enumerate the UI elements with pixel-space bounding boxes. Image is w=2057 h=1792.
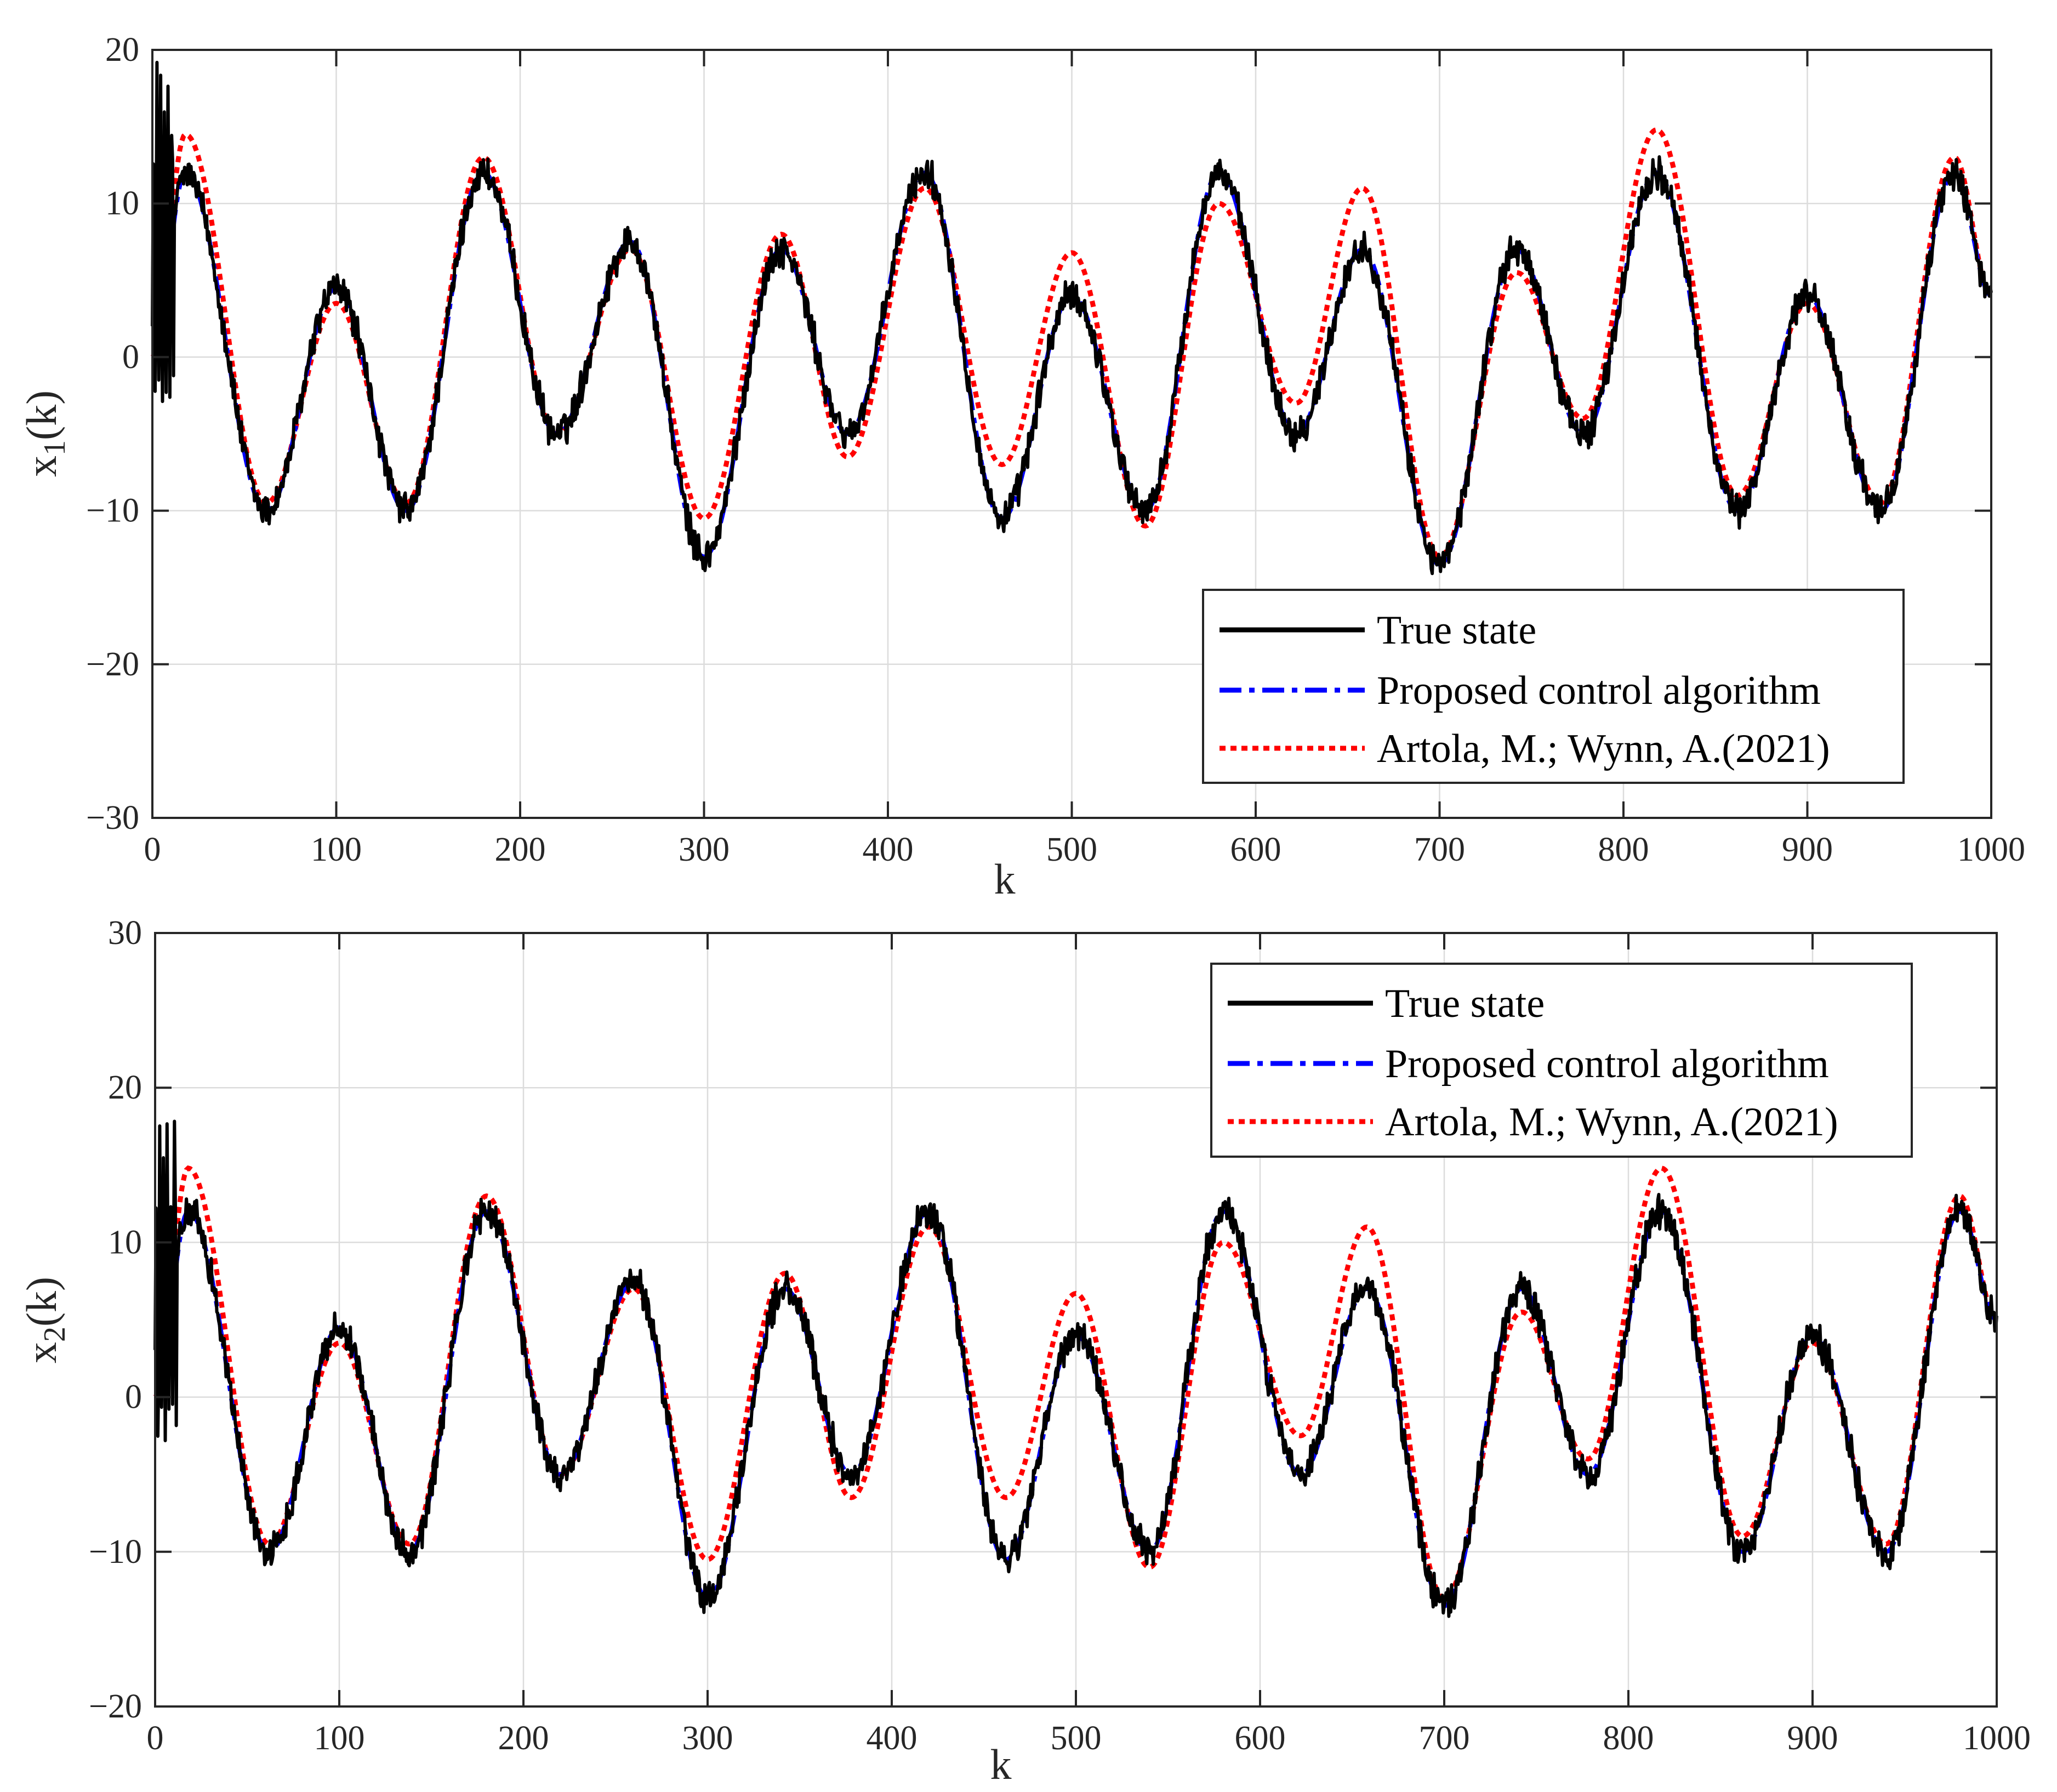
x-tick-label: 0 xyxy=(147,1720,164,1757)
x-tick-label: 700 xyxy=(1419,1720,1470,1757)
y-tick-label: 20 xyxy=(105,31,139,69)
chart-x2: 0 100 200 300 400 500 600 700 800 900 1000 −20 −10 0 1… xyxy=(18,914,2031,1788)
y-axis-label: x2(k) xyxy=(18,1277,72,1363)
ticks: 0 100 200 300 400 500 600 700 800 900 1000−30−20−1… xyxy=(86,31,2025,868)
x-tick-label: 600 xyxy=(1235,1720,1286,1757)
x-tick-label: 100 xyxy=(311,831,362,868)
x-axis-label: k xyxy=(990,1740,1012,1788)
ticks: 0 100 200 300 400 500 600 700 800 900 1000 −20 −10 0 1… xyxy=(89,914,2031,1757)
series-true-state xyxy=(153,1119,1998,1618)
x-tick-label: 1000 xyxy=(1963,1720,2031,1757)
x-tick-label: 700 xyxy=(1414,831,1465,868)
y-tick-label: 0 xyxy=(125,1379,142,1416)
y-tick-label: −20 xyxy=(86,646,139,683)
x-tick-label: 300 xyxy=(682,1720,733,1757)
x-tick-label: 500 xyxy=(1051,1720,1102,1757)
x-tick-label: 800 xyxy=(1598,831,1649,868)
chart-x1: 0 100 200 300 400 500 600 700 800 900 1000−30−20−1… xyxy=(18,31,2025,903)
x-tick-label: 400 xyxy=(863,831,914,868)
x-tick-label: 600 xyxy=(1230,831,1281,868)
legend-label-true-state: True state xyxy=(1377,608,1536,653)
x-tick-label: 900 xyxy=(1787,1720,1838,1757)
x-tick-label: 400 xyxy=(867,1720,918,1757)
legend-label-proposed: Proposed control algorithm xyxy=(1385,1042,1829,1086)
x-tick-label: 500 xyxy=(1046,831,1097,868)
legend-box xyxy=(1210,963,1913,1158)
legend-label-artola: Artola, M.; Wynn, A.(2021) xyxy=(1385,1100,1838,1145)
y-tick-label: 20 xyxy=(108,1069,142,1106)
x-tick-label: 900 xyxy=(1782,831,1833,868)
series xyxy=(150,60,1993,576)
x-tick-label: 800 xyxy=(1603,1720,1654,1757)
y-tick-label: 30 xyxy=(108,914,142,952)
x-axis-label: k xyxy=(994,855,1016,903)
y-tick-label: −10 xyxy=(89,1533,142,1571)
x-tick-label: 1000 xyxy=(1957,831,2025,868)
y-tick-label: 10 xyxy=(105,185,139,222)
legend: True state Proposed control algorithm Ar… xyxy=(1202,589,1905,784)
x-tick-label: 0 xyxy=(144,831,161,868)
y-tick-label: −10 xyxy=(86,492,139,530)
x-tick-label: 100 xyxy=(314,1720,365,1757)
series-artola xyxy=(153,1165,1998,1601)
legend: True state Proposed control algorithm Ar… xyxy=(1210,963,1913,1158)
x-tick-label: 300 xyxy=(679,831,730,868)
x-tick-label: 200 xyxy=(498,1720,549,1757)
y-tick-label: −20 xyxy=(89,1688,142,1725)
legend-label-true-state: True state xyxy=(1385,981,1545,1026)
y-axis-label: x1(k) xyxy=(18,390,72,477)
legend-label-artola: Artola, M.; Wynn, A.(2021) xyxy=(1377,726,1830,771)
series xyxy=(153,1119,1998,1618)
y-tick-label: 10 xyxy=(108,1224,142,1261)
x-tick-label: 200 xyxy=(495,831,546,868)
legend-label-proposed: Proposed control algorithm xyxy=(1377,668,1821,713)
y-tick-label: 0 xyxy=(122,338,139,376)
y-tick-label: −30 xyxy=(86,799,139,837)
series-true-state xyxy=(151,60,1993,576)
